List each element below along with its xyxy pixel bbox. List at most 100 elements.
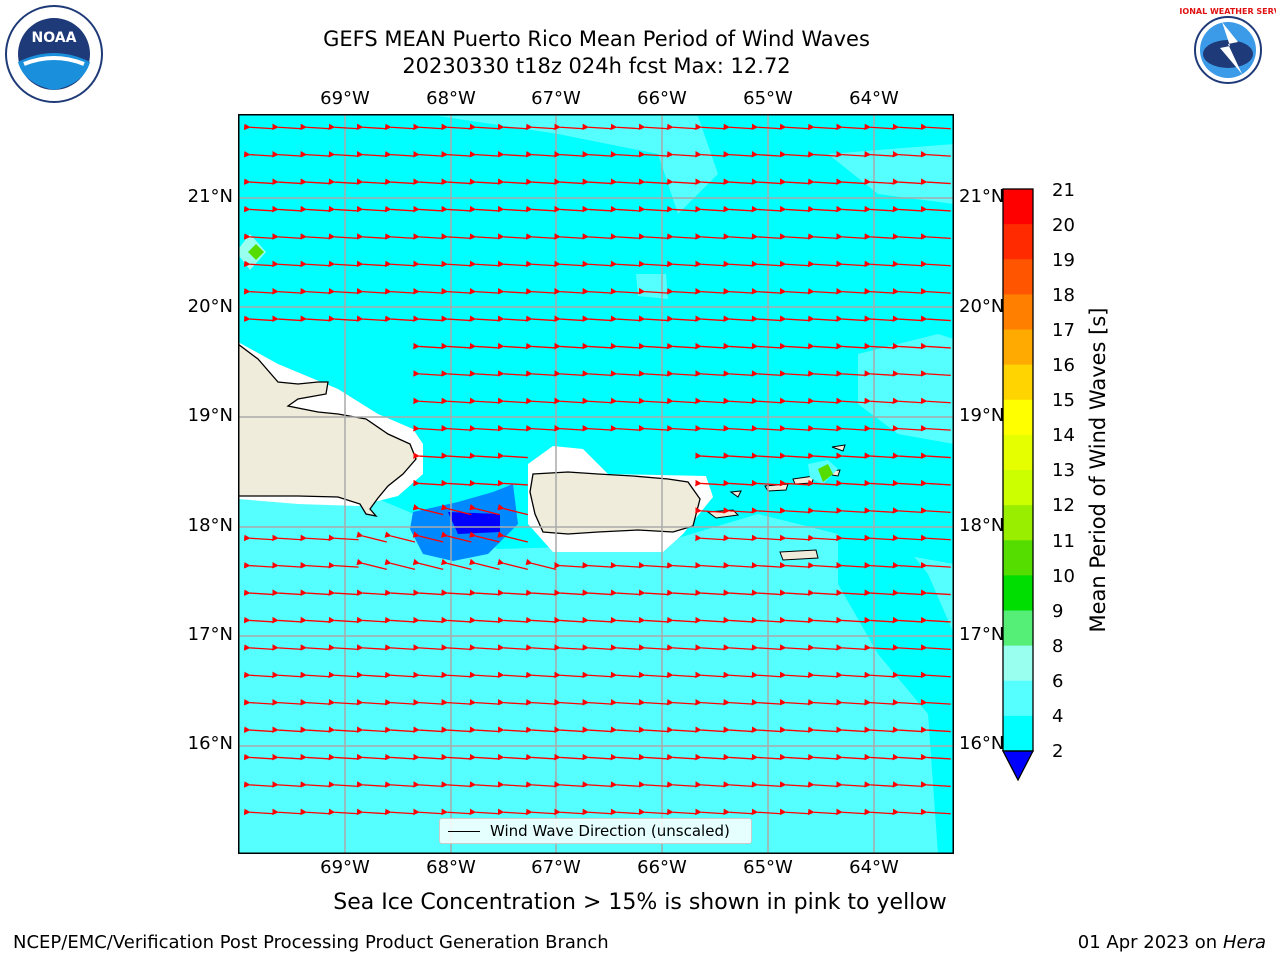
wind-wave-arrow — [469, 726, 500, 733]
colorbar-band — [1003, 715, 1033, 752]
wind-wave-arrow — [723, 425, 754, 432]
wind-wave-arrow — [300, 753, 331, 761]
wind-wave-arrow — [610, 726, 641, 733]
wind-wave-arrow — [751, 288, 782, 295]
wind-wave-arrow — [384, 808, 416, 816]
lon-label-bottom: 68°W — [426, 857, 476, 878]
wind-wave-arrow — [836, 425, 867, 432]
wind-wave-arrow — [554, 342, 585, 350]
wind-wave-arrow — [413, 699, 444, 706]
wind-wave-arrow — [864, 534, 895, 542]
wind-wave-arrow — [554, 699, 585, 706]
wind-wave-arrow — [413, 178, 444, 185]
wind-wave-arrow — [384, 644, 416, 651]
wind-wave-arrow — [554, 315, 585, 322]
wind-wave-arrow — [723, 233, 754, 240]
wind-wave-arrow — [300, 315, 331, 322]
wind-wave-arrow — [441, 233, 472, 240]
wind-wave-arrow — [807, 205, 839, 213]
wind-wave-arrow — [328, 699, 359, 706]
colorbar-band — [1003, 224, 1033, 260]
wind-wave-arrow — [356, 315, 387, 322]
wind-wave-arrow — [497, 753, 528, 761]
chart-title: GEFS MEAN Puerto Rico Mean Period of Win… — [323, 27, 870, 51]
wind-wave-arrow — [751, 233, 782, 240]
colorbar-tick-label: 20 — [1052, 215, 1075, 236]
lat-label-right: 16°N — [959, 733, 1005, 754]
wind-wave-arrow — [751, 808, 782, 816]
wind-wave-arrow — [610, 205, 641, 213]
wind-wave-arrow — [864, 616, 895, 624]
colorbar-tick-label: 13 — [1052, 460, 1075, 481]
wind-wave-arrow — [666, 123, 698, 131]
wind-wave-arrow — [892, 562, 923, 569]
wind-wave-arrow — [836, 370, 867, 377]
wind-wave-arrow — [441, 260, 472, 268]
wind-wave-arrow — [723, 342, 754, 350]
wind-wave-arrow — [836, 781, 867, 788]
wind-wave-arrow — [751, 479, 782, 487]
wind-wave-arrow — [638, 151, 669, 158]
wind-wave-arrow — [243, 644, 275, 651]
wind-wave-arrow — [920, 397, 951, 405]
wind-wave-arrow — [300, 781, 331, 788]
lon-label-top: 65°W — [743, 88, 793, 109]
colorbar-band — [1003, 645, 1033, 682]
wind-wave-arrow — [892, 671, 923, 679]
colorbar-band — [1003, 540, 1033, 576]
wind-wave-arrow — [243, 233, 275, 240]
wind-wave-arrow — [751, 644, 782, 651]
wind-wave-arrow — [300, 260, 331, 268]
wind-wave-arrow — [836, 151, 867, 158]
wind-wave-arrow — [892, 397, 923, 405]
wind-wave-arrow — [328, 781, 359, 788]
wind-wave-arrow — [328, 616, 359, 624]
wind-wave-arrow — [779, 479, 810, 487]
wind-wave-arrow — [384, 753, 416, 761]
wind-wave-arrow — [525, 315, 557, 322]
wind-wave-arrow — [666, 562, 698, 569]
wind-wave-arrow — [807, 260, 839, 268]
wind-wave-arrow — [469, 425, 500, 432]
wind-wave-arrow — [695, 123, 726, 131]
wind-wave-arrow — [751, 589, 782, 596]
wind-wave-arrow — [554, 671, 585, 679]
wind-wave-arrow — [497, 781, 528, 788]
colorbar-band — [1003, 329, 1033, 366]
lat-label-left: 19°N — [187, 405, 233, 426]
wind-wave-arrow — [666, 178, 698, 185]
wind-wave-arrow — [807, 507, 839, 514]
wind-wave-arrow — [441, 315, 472, 322]
wind-wave-arrow — [328, 562, 359, 569]
wind-wave-arrow — [723, 589, 754, 596]
wind-wave-arrow — [243, 753, 275, 761]
wind-wave-arrow — [638, 315, 669, 322]
wind-wave-arrow — [497, 452, 528, 459]
wind-wave-arrow — [892, 178, 923, 185]
wind-wave-arrow — [497, 342, 528, 350]
lat-label-right: 21°N — [959, 186, 1005, 207]
wind-wave-arrow — [525, 205, 557, 213]
wind-wave-arrow — [638, 397, 669, 405]
wind-wave-arrow — [864, 151, 895, 158]
wind-wave-arrow — [356, 671, 387, 679]
wind-wave-arrow — [807, 397, 839, 405]
wind-wave-arrow — [920, 671, 951, 679]
wind-wave-arrow — [582, 233, 613, 240]
wind-wave-arrow — [836, 808, 867, 816]
wind-wave-arrow — [441, 151, 472, 158]
wind-wave-arrow — [695, 808, 726, 816]
wind-wave-arrow — [610, 699, 641, 706]
wind-wave-arrow — [554, 370, 585, 377]
wind-wave-arrow — [582, 288, 613, 295]
lat-label-left: 17°N — [187, 624, 233, 645]
wind-wave-arrow — [751, 753, 782, 761]
wind-wave-arrow — [807, 123, 839, 131]
wind-wave-arrow — [892, 452, 923, 459]
wind-wave-arrow — [413, 397, 444, 405]
lon-label-top: 68°W — [426, 88, 476, 109]
wind-wave-arrow — [441, 397, 472, 405]
ocean-period-6-8-patch — [636, 274, 668, 299]
wind-wave-arrow — [610, 616, 641, 624]
wind-wave-arrow — [666, 726, 698, 733]
